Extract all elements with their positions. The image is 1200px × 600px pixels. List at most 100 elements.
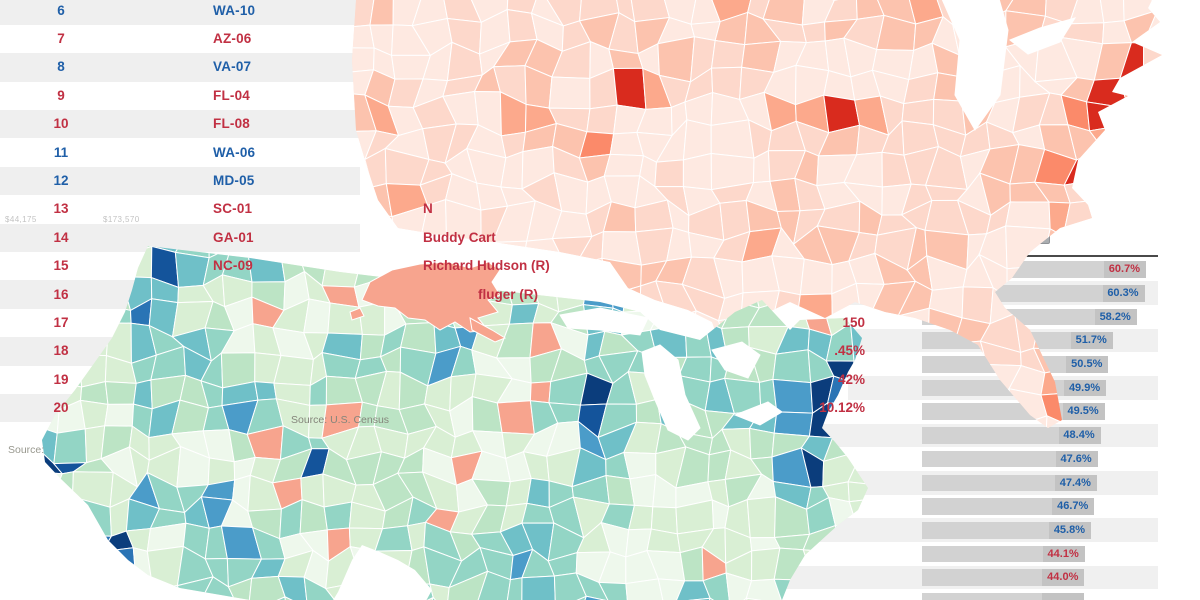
district-cell[interactable] (296, 228, 337, 253)
district-cell[interactable] (827, 576, 852, 600)
district-cell[interactable] (710, 226, 729, 265)
alaska-district[interactable] (361, 261, 501, 333)
district-cell[interactable] (629, 473, 657, 508)
district-cell[interactable] (429, 583, 450, 600)
district-cell[interactable] (599, 253, 635, 280)
district-cell[interactable] (360, 575, 390, 600)
district-cell[interactable] (496, 400, 535, 435)
district-cell[interactable] (129, 595, 163, 600)
district-cell[interactable] (684, 320, 712, 358)
district-cell[interactable] (25, 503, 62, 523)
district-cell[interactable] (99, 272, 132, 312)
district-cell[interactable] (850, 253, 875, 290)
district-cell[interactable] (79, 224, 101, 260)
district-cell[interactable] (859, 528, 880, 561)
district-cell[interactable] (327, 223, 363, 265)
district-cell[interactable] (802, 576, 837, 600)
district-cell[interactable] (120, 246, 153, 279)
alaska-district[interactable] (469, 317, 507, 343)
district-cell[interactable] (730, 274, 760, 309)
district-cell[interactable] (49, 471, 74, 505)
district-cell[interactable] (835, 552, 861, 581)
alaska-district[interactable] (349, 307, 365, 321)
district-cell[interactable] (375, 229, 412, 262)
district-cell[interactable] (586, 250, 611, 279)
district-cell[interactable] (104, 381, 137, 405)
district-cell[interactable] (749, 252, 789, 286)
district-cell[interactable] (254, 381, 277, 401)
district-cell[interactable] (280, 228, 303, 257)
district-cell[interactable] (25, 521, 62, 561)
district-cell[interactable] (850, 557, 885, 581)
district-cell[interactable] (101, 547, 137, 586)
district-cell[interactable] (801, 278, 834, 308)
district-cell[interactable] (773, 411, 814, 437)
district-cell[interactable] (49, 496, 76, 537)
district-cell[interactable] (27, 471, 64, 513)
district-cell[interactable] (622, 277, 662, 313)
district-cell[interactable] (375, 575, 413, 600)
district-cell[interactable] (147, 595, 185, 600)
district-cell[interactable] (828, 254, 857, 289)
district-cell[interactable] (598, 581, 629, 600)
district-cell[interactable] (99, 246, 135, 278)
district-cell[interactable] (802, 549, 838, 581)
district-cell[interactable] (53, 580, 77, 600)
district-cell[interactable] (679, 546, 704, 582)
district-cell[interactable] (526, 477, 550, 509)
district-cell[interactable] (652, 248, 679, 279)
district-cell[interactable] (626, 256, 660, 280)
district-cell[interactable] (359, 223, 378, 265)
district-cell[interactable] (71, 471, 114, 508)
district-cell[interactable] (277, 575, 309, 600)
district-cell[interactable] (78, 321, 110, 357)
district-cell[interactable] (850, 274, 882, 309)
district-cell[interactable] (575, 572, 610, 600)
district-cell[interactable] (803, 246, 833, 287)
district-cell[interactable] (746, 496, 777, 539)
district-cell[interactable] (857, 426, 878, 452)
district-cell[interactable] (749, 427, 775, 460)
district-cell[interactable] (79, 246, 107, 289)
district-cell[interactable] (273, 354, 314, 386)
district-cell[interactable] (621, 226, 655, 263)
district-cell[interactable] (528, 233, 561, 252)
district-cell[interactable] (79, 399, 109, 430)
district-cell[interactable] (799, 223, 839, 260)
district-cell[interactable] (554, 246, 589, 284)
district-cell[interactable] (148, 585, 185, 600)
district-cell[interactable] (675, 597, 711, 600)
district-cell[interactable] (323, 501, 353, 531)
district-cell[interactable] (727, 253, 753, 289)
district-cell[interactable] (107, 572, 137, 600)
district-cell[interactable] (73, 534, 113, 553)
district-cell[interactable] (658, 272, 679, 313)
district-cell[interactable] (521, 575, 557, 600)
district-cell[interactable] (31, 553, 55, 582)
district-cell[interactable] (585, 224, 601, 256)
district-cell[interactable] (582, 275, 614, 309)
district-cell[interactable] (847, 571, 885, 600)
district-cell[interactable] (671, 229, 712, 264)
district-cell[interactable] (702, 572, 732, 600)
district-cell[interactable] (676, 311, 706, 325)
district-cell[interactable] (771, 230, 805, 254)
district-cell[interactable] (72, 572, 112, 600)
district-cell[interactable] (855, 236, 885, 263)
district-cell[interactable] (104, 403, 135, 427)
district-cell[interactable] (649, 309, 686, 331)
district-cell[interactable] (609, 274, 629, 313)
district-cell[interactable] (727, 226, 756, 265)
district-cell[interactable] (374, 550, 413, 586)
district-cell[interactable] (529, 381, 552, 404)
district-cell[interactable] (72, 303, 110, 324)
district-cell[interactable] (227, 577, 253, 600)
district-cell[interactable] (321, 251, 362, 288)
district-cell[interactable] (784, 246, 811, 286)
district-cell[interactable] (508, 230, 540, 253)
district-cell[interactable] (47, 548, 90, 589)
district-cell[interactable] (781, 278, 811, 308)
district-cell[interactable] (848, 497, 883, 536)
district-cell[interactable] (625, 578, 664, 600)
district-cell[interactable] (570, 595, 610, 600)
